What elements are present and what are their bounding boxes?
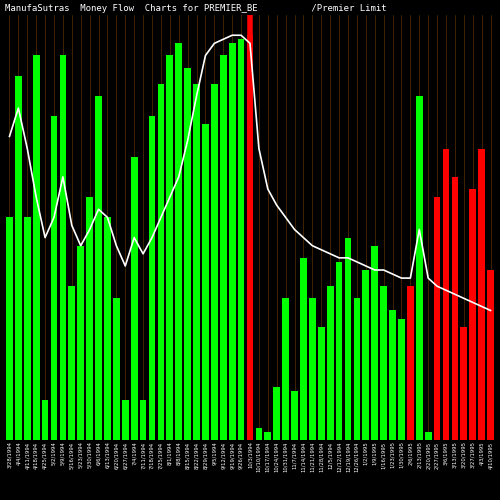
Bar [176, 44, 182, 440]
Bar [24, 218, 30, 440]
Bar [113, 298, 119, 440]
Bar [184, 68, 191, 440]
Bar [362, 270, 369, 440]
Bar [425, 432, 432, 440]
Bar [344, 238, 352, 440]
Bar [6, 218, 13, 440]
Bar [68, 286, 75, 440]
Bar [15, 76, 22, 440]
Text: ManufaSutras  Money Flow  Charts for PREMIER_BE          /Premier Limit: ManufaSutras Money Flow Charts for PREMI… [5, 4, 386, 13]
Bar [460, 326, 467, 440]
Bar [238, 40, 244, 440]
Bar [478, 148, 485, 440]
Bar [42, 400, 48, 440]
Bar [95, 96, 102, 440]
Bar [122, 400, 128, 440]
Bar [327, 286, 334, 440]
Bar [158, 84, 164, 440]
Bar [202, 124, 209, 440]
Bar [229, 44, 235, 440]
Bar [487, 270, 494, 440]
Bar [274, 388, 280, 440]
Bar [434, 197, 440, 440]
Bar [33, 56, 40, 440]
Bar [131, 156, 138, 440]
Bar [470, 189, 476, 440]
Bar [166, 56, 173, 440]
Bar [148, 116, 156, 440]
Bar [86, 197, 93, 440]
Bar [256, 428, 262, 440]
Bar [380, 286, 387, 440]
Bar [416, 96, 422, 440]
Bar [372, 246, 378, 440]
Bar [78, 246, 84, 440]
Bar [220, 56, 226, 440]
Bar [452, 177, 458, 440]
Bar [246, 35, 254, 440]
Bar [309, 298, 316, 440]
Bar [140, 400, 146, 440]
Bar [336, 262, 342, 440]
Bar [193, 84, 200, 440]
Bar [60, 56, 66, 440]
Bar [300, 258, 307, 440]
Bar [407, 286, 414, 440]
Bar [318, 326, 324, 440]
Bar [398, 318, 405, 440]
Bar [211, 84, 218, 440]
Bar [354, 298, 360, 440]
Bar [50, 116, 58, 440]
Bar [264, 432, 271, 440]
Bar [282, 298, 289, 440]
Bar [389, 310, 396, 440]
Bar [442, 148, 450, 440]
Bar [291, 392, 298, 440]
Bar [104, 218, 111, 440]
